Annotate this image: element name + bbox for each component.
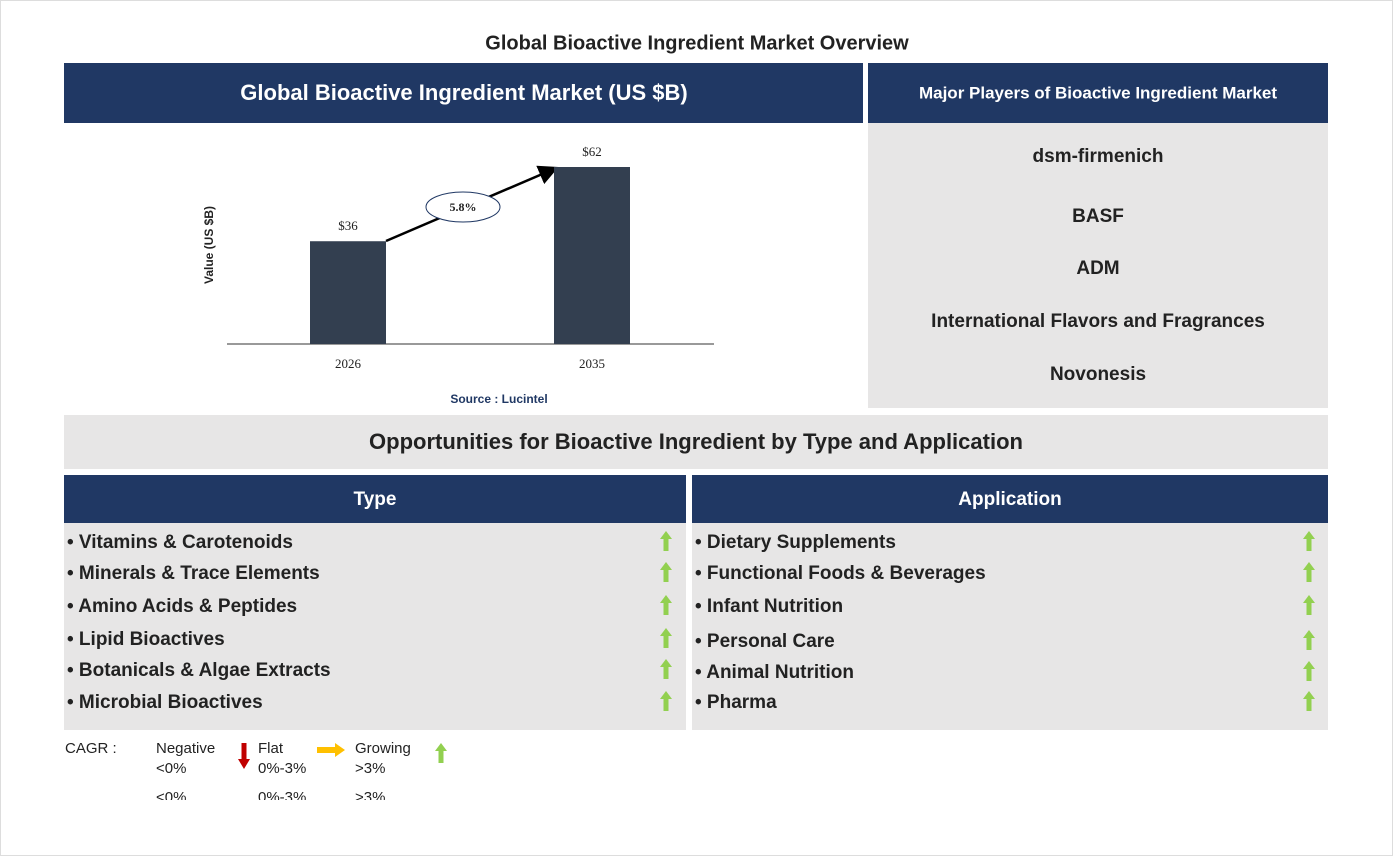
application-item: • Functional Foods & Beverages [695,563,986,584]
trend-up-icon [660,562,672,582]
application-header [692,475,1328,523]
legend-range-ghost: >3% [355,789,385,806]
type-item: • Microbial Bioactives [67,692,263,713]
source: Source : Lucintel [450,392,547,406]
trend-up-icon [660,595,672,615]
chart-title: Global Bioactive Ingredient Market (US $… [240,80,687,105]
type-header [64,475,686,523]
application-item: • Animal Nutrition [695,662,854,683]
trend-up-icon [435,743,447,763]
opportunities-title: Opportunities for Bioactive Ingredient b… [369,429,1023,454]
page-title: Global Bioactive Ingredient Market Overv… [485,32,909,54]
player-name: International Flavors and Fragrances [931,311,1265,332]
type-panel [64,523,686,730]
bar [310,241,386,344]
legend-range: <0% [156,760,186,777]
type-item: • Minerals & Trace Elements [67,563,320,584]
application-item: • Infant Nutrition [695,596,843,617]
player-name: dsm-firmenich [1033,146,1164,167]
legend-label: CAGR : [65,740,117,757]
cagr-bubble [425,191,501,223]
trend-up-icon [1303,691,1315,711]
legend-name: Negative [156,740,215,757]
legend-name: Growing [355,740,411,757]
legend-name: Flat [258,740,284,757]
trend-up-icon [1303,661,1315,681]
type-item: • Botanicals & Algae Extracts [67,660,331,681]
application-panel [692,523,1328,730]
trend-up-icon [1303,595,1315,615]
y-axis-label: Value (US $B) [202,206,216,284]
legend-range: >3% [355,760,385,777]
trend-up-icon [1303,630,1315,650]
value-label: $62 [582,144,602,159]
chart-header [64,63,863,123]
x-tick-label: 2035 [579,356,605,371]
application-item: • Personal Care [695,631,835,652]
cagr-label: 5.8% [450,200,477,214]
trend-flat-icon [317,743,345,757]
trend-up-icon [1303,562,1315,582]
legend-range-ghost: <0% [156,789,186,806]
application-item: • Dietary Supplements [695,532,896,553]
type-item: • Amino Acids & Peptides [67,596,297,617]
opportunities-band [64,415,1328,469]
x-tick-label: 2026 [335,356,362,371]
trend-up-icon [660,691,672,711]
trend-up-icon [1303,531,1315,551]
player-name: ADM [1076,258,1119,279]
application-item: • Pharma [695,692,777,713]
legend-range: 0%-3% [258,760,306,777]
bar [554,167,630,344]
players-header [868,63,1328,123]
value-label: $36 [338,218,358,233]
trend-up-icon [660,659,672,679]
type-item: • Vitamins & Carotenoids [67,532,293,553]
application-title: Application [958,489,1061,510]
players-panel [868,123,1328,408]
trend-up-icon [660,531,672,551]
type-item: • Lipid Bioactives [67,629,225,650]
trend-down-icon [238,743,250,769]
players-title: Major Players of Bioactive Ingredient Ma… [919,83,1277,102]
trend-up-icon [660,628,672,648]
player-name: Novonesis [1050,364,1146,385]
player-name: BASF [1072,206,1124,227]
type-title: Type [354,489,397,510]
legend-range-ghost: 0%-3% [258,789,306,806]
